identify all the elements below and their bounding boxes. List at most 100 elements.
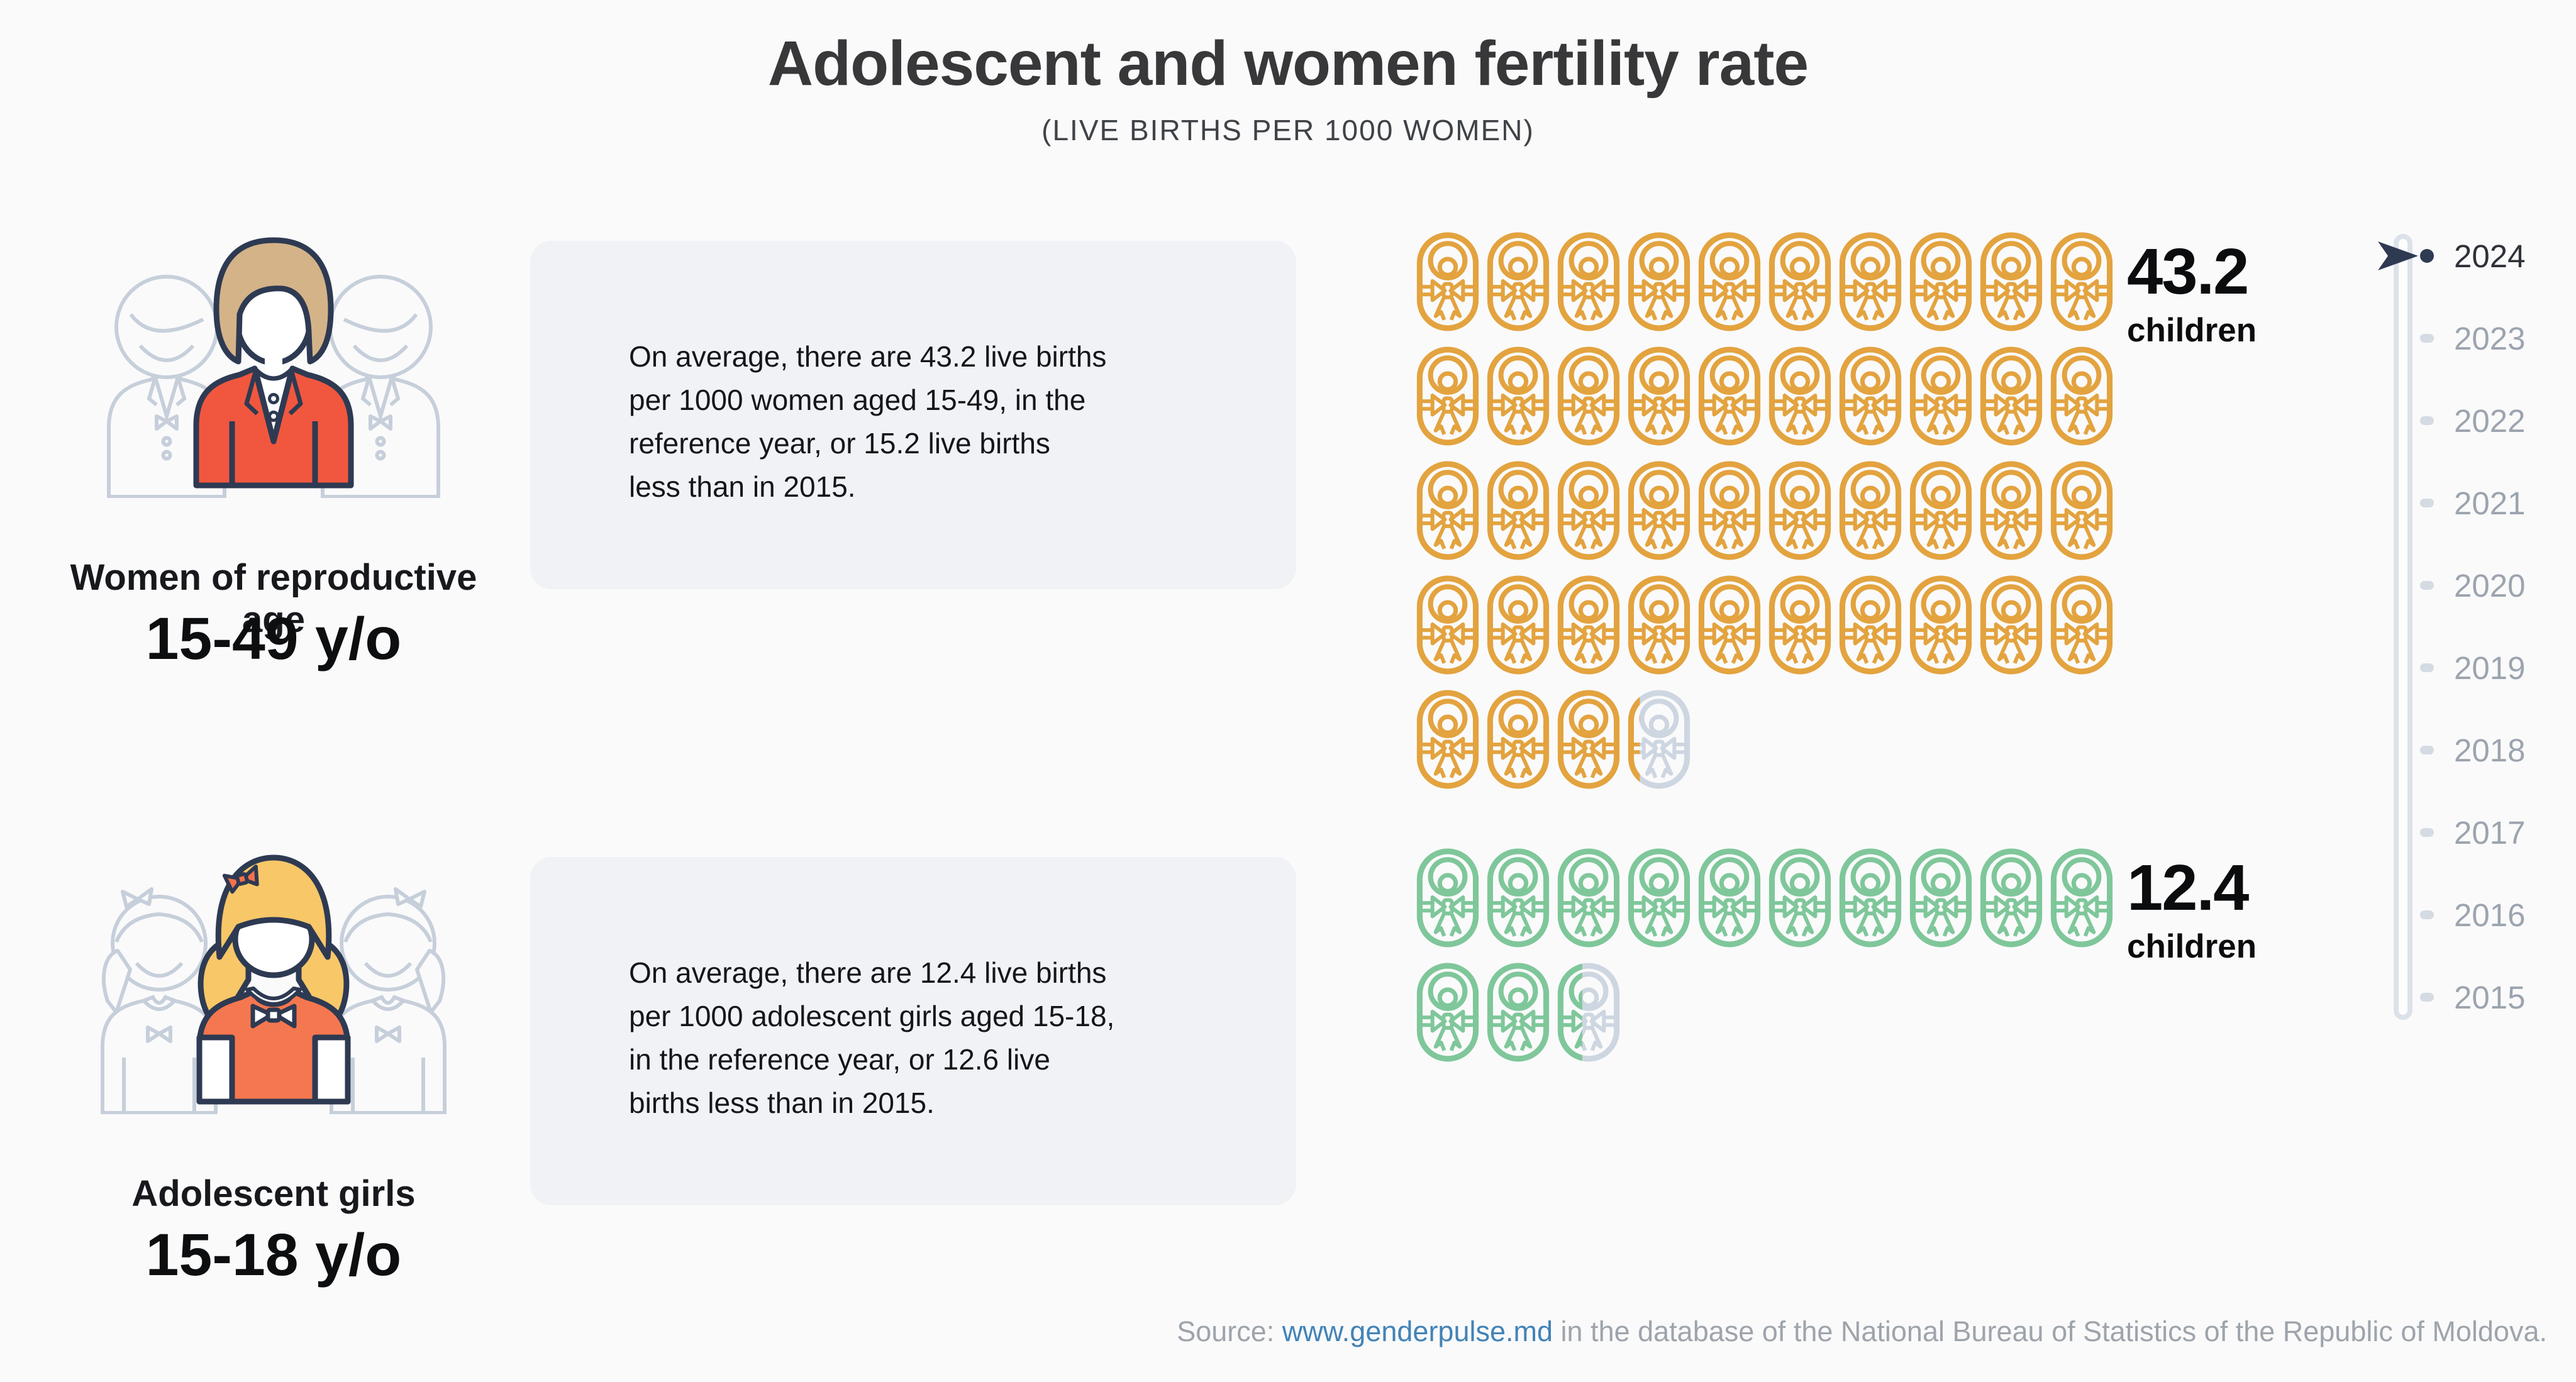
women-description-text: On average, there are 43.2 live births p…	[629, 340, 1107, 503]
baby-icon	[1838, 848, 1902, 948]
baby-icon	[1909, 460, 1973, 561]
baby-icon	[1557, 346, 1621, 446]
baby-icon	[1979, 848, 2043, 948]
page-subtitle: (LIVE BIRTHS PER 1000 WOMEN)	[1041, 114, 1535, 146]
baby-icon	[1627, 575, 1691, 675]
timeline-year-2019[interactable]: 2019	[2420, 649, 2525, 687]
women-age-label: 15-49 y/o	[145, 605, 402, 672]
source-link[interactable]: www.genderpulse.md	[1282, 1315, 1553, 1347]
baby-icon-partial	[1627, 689, 1691, 790]
baby-icon	[1697, 575, 1762, 675]
baby-icon	[1909, 231, 1973, 332]
year-label: 2022	[2454, 402, 2526, 439]
baby-icon	[1909, 848, 1973, 948]
timeline-year-2020[interactable]: 2020	[2420, 567, 2525, 604]
baby-icon	[1838, 231, 1902, 332]
baby-icon	[2050, 231, 2114, 332]
source-suffix: in the database of the National Bureau o…	[1553, 1315, 2547, 1347]
timeline-year-2022[interactable]: 2022	[2420, 402, 2525, 439]
women-group-label: Women of reproductive age	[70, 557, 477, 640]
baby-icon	[2050, 346, 2114, 446]
baby-icon	[1557, 231, 1621, 332]
year-dot-icon	[2420, 663, 2434, 672]
year-label: 2019	[2454, 650, 2526, 686]
woman-icon	[193, 237, 354, 489]
year-label: 2016	[2454, 897, 2526, 933]
year-label: 2024	[2454, 238, 2526, 274]
baby-icon	[1557, 575, 1621, 675]
baby-icon	[1627, 460, 1691, 561]
timeline-year-2016[interactable]: 2016	[2420, 896, 2525, 934]
year-dot-icon	[2420, 993, 2434, 1002]
girl-icon	[196, 854, 351, 1105]
baby-icon	[1627, 848, 1691, 948]
baby-icon	[1557, 848, 1621, 948]
baby-icon	[1627, 231, 1691, 332]
baby-icon	[1768, 848, 1832, 948]
baby-icon	[1416, 848, 1480, 948]
baby-icon	[1557, 460, 1621, 561]
baby-icon	[1486, 346, 1550, 446]
timeline-year-2021[interactable]: 2021	[2420, 484, 2525, 522]
baby-icon	[1838, 346, 1902, 446]
baby-icon	[2050, 848, 2114, 948]
timeline-year-2024[interactable]: 2024	[2420, 237, 2525, 275]
year-label: 2018	[2454, 732, 2526, 768]
baby-icon	[1416, 962, 1480, 1063]
year-dot-icon	[2420, 828, 2434, 837]
baby-icon-partial	[1557, 962, 1621, 1063]
girls-description-text: On average, there are 12.4 live births p…	[629, 956, 1115, 1119]
page-title: Adolescent and women fertility rate	[767, 28, 1809, 99]
women-value: 43.2	[2127, 235, 2249, 307]
baby-icon	[1486, 689, 1550, 790]
year-label: 2015	[2454, 979, 2526, 1015]
baby-icon	[1768, 346, 1832, 446]
baby-icon	[1979, 346, 2043, 446]
baby-icon	[1697, 460, 1762, 561]
women-description-card: On average, there are 43.2 live births p…	[530, 241, 1296, 589]
girls-group-label: Adolescent girls	[131, 1173, 416, 1214]
baby-icon	[1486, 231, 1550, 332]
year-dot-icon	[2420, 416, 2434, 425]
year-dot-icon	[2420, 910, 2434, 919]
baby-icon	[1979, 460, 2043, 561]
year-label: 2023	[2454, 320, 2526, 357]
baby-icon	[1416, 575, 1480, 675]
baby-icon	[1979, 231, 2043, 332]
baby-icon	[1768, 575, 1832, 675]
baby-icon	[1697, 848, 1762, 948]
baby-icon	[1416, 231, 1480, 332]
timeline-cursor-icon[interactable]	[2378, 241, 2418, 270]
timeline-year-2023[interactable]: 2023	[2420, 319, 2525, 357]
year-dot-icon	[2420, 499, 2434, 507]
year-label: 2017	[2454, 814, 2526, 851]
year-dot-icon	[2420, 249, 2434, 263]
year-dot-icon	[2420, 746, 2434, 755]
timeline-year-2017[interactable]: 2017	[2420, 814, 2525, 851]
year-dot-icon	[2420, 334, 2434, 343]
girls-group-illustration	[91, 850, 456, 1114]
baby-icon	[1416, 689, 1480, 790]
baby-icon	[2050, 460, 2114, 561]
timeline-year-2015[interactable]: 2015	[2420, 978, 2525, 1016]
baby-icon	[1486, 460, 1550, 561]
baby-icon	[1627, 346, 1691, 446]
girls-age-label: 15-18 y/o	[145, 1222, 402, 1288]
year-label: 2020	[2454, 567, 2526, 604]
timeline-track[interactable]	[2394, 234, 2412, 1020]
baby-icon	[1486, 962, 1550, 1063]
source-line: Source: www.genderpulse.md in the databa…	[1177, 1315, 2547, 1348]
baby-icon	[1768, 231, 1832, 332]
hair-bow-icon	[222, 865, 259, 894]
baby-icon	[1416, 460, 1480, 561]
source-prefix: Source:	[1177, 1315, 1282, 1347]
baby-icon	[1768, 460, 1832, 561]
timeline-year-2018[interactable]: 2018	[2420, 731, 2525, 769]
pictogram-grid-girls	[1416, 848, 2133, 1063]
baby-icon	[1697, 346, 1762, 446]
baby-icon	[1909, 346, 1973, 446]
baby-icon	[1979, 575, 2043, 675]
girls-value: 12.4	[2127, 851, 2249, 924]
baby-icon	[1838, 575, 1902, 675]
